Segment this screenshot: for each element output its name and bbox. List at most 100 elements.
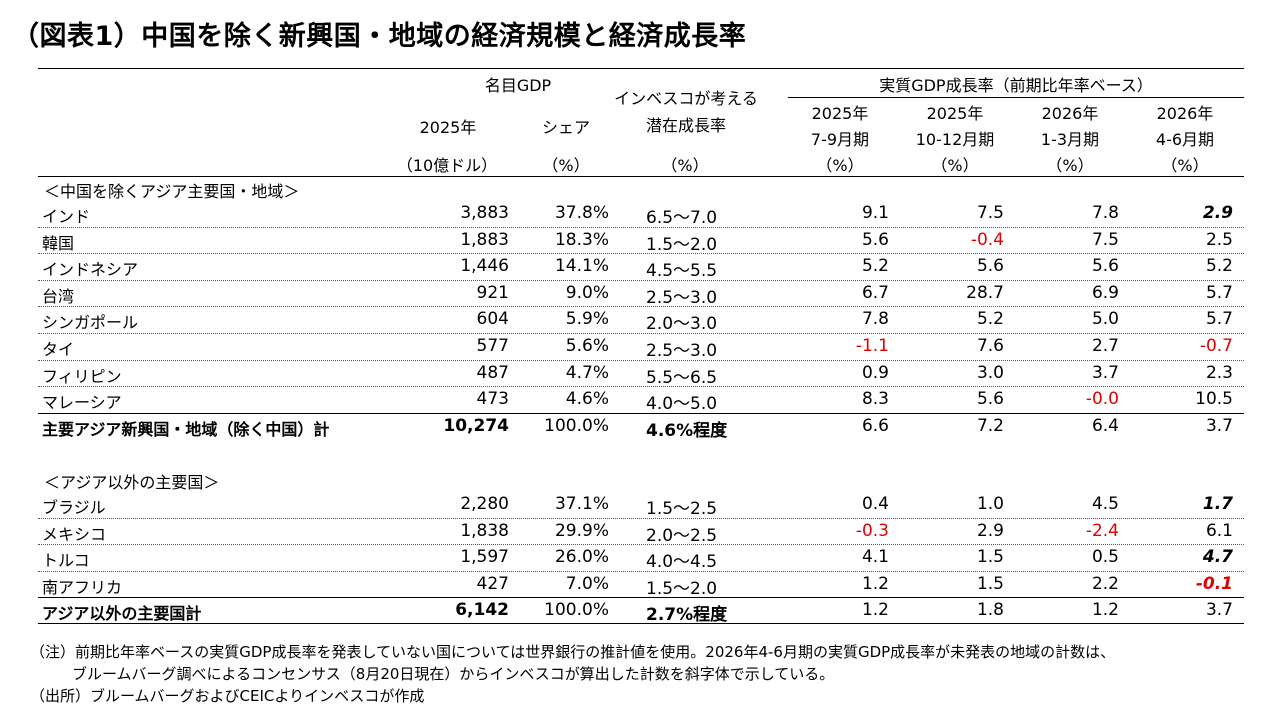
growth-q4-cell: 10.5 (1195, 389, 1233, 410)
potential-growth-cell: 4.5～5.5 (646, 261, 718, 282)
table-top-rule (38, 68, 1244, 69)
footnote-line2: ブルームバーグ調べによるコンセンサス（8月20日現在）からインベスコが算出した計… (72, 665, 835, 683)
growth-header-rule (788, 97, 1244, 98)
growth-q1-cell: -0.3 (855, 520, 889, 541)
potential-growth-cell: 2.0～3.0 (646, 314, 718, 335)
growth-q1-cell: 4.1 (861, 547, 889, 568)
growth-q3-cell: 1.2 (1091, 600, 1119, 621)
growth-q4-cell: 5.2 (1205, 256, 1233, 277)
growth-q1-cell: 5.6 (861, 229, 889, 250)
growth-q1-cell: 1.2 (861, 600, 889, 621)
growth-q2-cell: 28.7 (966, 282, 1004, 303)
growth-q1-cell: 9.1 (861, 203, 889, 223)
growth-q2-cell: -0.4 (970, 229, 1004, 250)
potential-growth-cell: 4.6%程度 (646, 420, 728, 441)
share-cell: 37.8% (554, 203, 609, 223)
section-non-asia-label: ＜アジア以外の主要国＞ (44, 473, 220, 492)
growth-q3-cell: 5.6 (1091, 256, 1119, 277)
gdp-cell: 2,280 (460, 494, 509, 514)
potential-growth-cell: 1.5～2.0 (646, 234, 718, 255)
row-separator (38, 517, 1244, 519)
page-title: （図表1）中国を除く新興国・地域の経済規模と経済成長率 (12, 21, 747, 52)
potential-growth-cell: 2.5～3.0 (646, 287, 718, 308)
section-asia-label: ＜中国を除くアジア主要国・地域＞ (44, 182, 300, 201)
table-bottom-rule (38, 623, 1244, 624)
country-name: 台湾 (42, 286, 75, 306)
growth-q1-cell: -1.1 (855, 336, 889, 356)
growth-q2-cell: 1.0 (976, 494, 1004, 514)
share-cell: 7.0% (565, 573, 609, 594)
growth-q4-cell: 5.7 (1205, 282, 1233, 303)
potential-growth-cell: 2.5～3.0 (646, 341, 718, 361)
country-name: アジア以外の主要国計 (42, 604, 202, 624)
table-row: ブラジル 2,280 37.1% 1.5～2.5 0.4 1.0 4.5 1.7 (0, 492, 1280, 519)
header-quarter-2-year: 2025年 (926, 104, 984, 123)
country-name: フィリピン (42, 366, 122, 386)
growth-q2-cell: 1.8 (976, 600, 1004, 621)
table-row: 韓国 1,883 18.3% 1.5～2.0 5.6 -0.4 7.5 2.5 (0, 228, 1280, 255)
table-row: マレーシア 473 4.6% 4.0～5.0 8.3 5.6 -0.0 10.5 (0, 387, 1280, 414)
potential-growth-cell: 2.0～2.5 (646, 525, 718, 546)
share-cell: 29.9% (554, 520, 609, 541)
potential-growth-cell: 5.5～6.5 (646, 367, 718, 388)
table-total-row: アジア以外の主要国計 6,142 100.0% 2.7%程度 1.2 1.8 1.2 3.7 (0, 598, 1280, 626)
growth-q4-cell: 4.7 (1202, 547, 1233, 568)
growth-q1-cell: 0.9 (861, 362, 889, 383)
header-quarter-2-period: 10-12月期 (915, 130, 995, 149)
share-cell: 4.7% (565, 362, 609, 383)
header-quarter-1-period: 7-9月期 (810, 130, 870, 149)
gdp-cell: 3,883 (460, 203, 509, 223)
growth-q3-cell: 0.5 (1091, 547, 1119, 568)
country-name: タイ (42, 340, 75, 359)
share-cell: 37.1% (554, 494, 609, 514)
growth-q2-cell: 5.2 (976, 309, 1004, 330)
header-quarter-4-unit: （%） (1161, 156, 1209, 175)
header-quarter-1-unit: （%） (816, 156, 864, 175)
growth-q1-cell: 1.2 (861, 573, 889, 594)
growth-q2-cell: 3.0 (976, 362, 1004, 383)
country-name: 主要アジア新興国・地域（除く中国）計 (42, 419, 330, 439)
footnote-line1: （注）前期比年率ベースの実質GDP成長率を発表していない国については世界銀行の推… (30, 643, 1116, 661)
potential-growth-cell: 1.5～2.5 (646, 499, 718, 519)
growth-q3-cell: 6.9 (1091, 282, 1119, 303)
source-note: （出所）ブルームバーグおよびCEICよりインベスコが作成 (30, 687, 425, 705)
gdp-cell: 10,274 (443, 415, 509, 436)
growth-q4-cell: 2.9 (1202, 203, 1233, 223)
growth-q2-cell: 7.5 (976, 203, 1004, 223)
table-row: インドネシア 1,446 14.1% 4.5～5.5 5.2 5.6 5.6 5.2 (0, 254, 1280, 282)
growth-q1-cell: 7.8 (861, 309, 889, 330)
gdp-cell: 1,446 (460, 256, 509, 277)
growth-q4-cell: 2.5 (1205, 229, 1233, 250)
gdp-cell: 1,597 (460, 547, 509, 568)
gdp-cell: 6,142 (455, 600, 509, 621)
table-row: シンガポール 604 5.9% 2.0～3.0 7.8 5.2 5.0 5.7 (0, 307, 1280, 335)
growth-q3-cell: 4.5 (1091, 494, 1119, 514)
share-cell: 26.0% (554, 547, 609, 568)
header-potential-line2: 潜在成長率 (645, 116, 726, 135)
row-separator (38, 226, 1244, 228)
growth-q2-cell: 5.6 (976, 256, 1004, 277)
growth-q3-cell: -2.4 (1085, 520, 1119, 541)
share-cell: 5.9% (565, 309, 609, 330)
country-name: インドネシア (42, 260, 139, 280)
growth-q4-cell: 6.1 (1205, 520, 1233, 541)
header-quarter-2-unit: （%） (931, 156, 979, 175)
row-separator (38, 544, 1244, 546)
growth-q2-cell: 5.6 (976, 389, 1004, 410)
header-quarter-3-unit: （%） (1046, 156, 1094, 175)
row-separator (38, 359, 1244, 361)
table-row: メキシコ 1,838 29.9% 2.0～2.5 -0.3 2.9 -2.4 6.1 (0, 519, 1280, 546)
country-name: 韓国 (42, 233, 75, 253)
country-name: シンガポール (42, 313, 139, 333)
header-quarter-3-year: 2026年 (1041, 104, 1099, 123)
gdp-cell: 427 (476, 573, 509, 594)
potential-growth-cell: 2.7%程度 (646, 605, 728, 626)
table-row: インド 3,883 37.8% 6.5～7.0 9.1 7.5 7.8 2.9 (0, 201, 1280, 228)
growth-q4-cell: -0.7 (1199, 336, 1233, 356)
header-unit-share: （%） (542, 156, 590, 175)
row-separator (38, 253, 1244, 255)
share-cell: 100.0% (544, 415, 609, 436)
table-row: フィリピン 487 4.7% 5.5～6.5 0.9 3.0 3.7 2.3 (0, 361, 1280, 388)
growth-q1-cell: 6.6 (861, 415, 889, 436)
gdp-cell: 1,838 (460, 520, 509, 541)
